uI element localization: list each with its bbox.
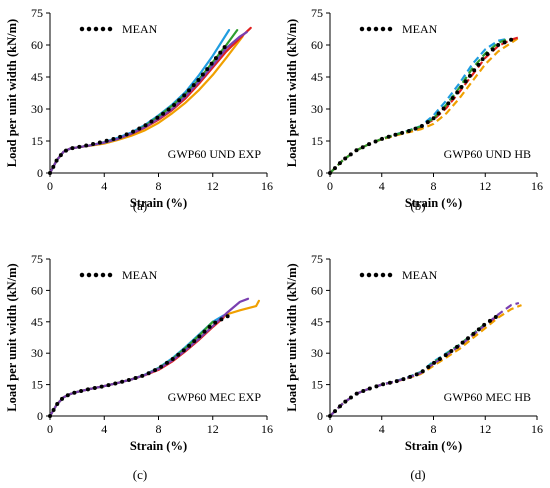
y-tick-label: 15 xyxy=(311,378,323,392)
x-tick-label: 8 xyxy=(431,179,437,193)
legend-mean-label: MEAN xyxy=(122,22,158,36)
y-axis-title: Load per unit width (kN/m) xyxy=(285,263,299,411)
y-tick-label: 15 xyxy=(311,134,323,148)
y-tick-label: 45 xyxy=(31,70,43,84)
x-tick-label: 4 xyxy=(101,179,107,193)
x-tick-label: 0 xyxy=(47,179,53,193)
y-tick-label: 0 xyxy=(317,409,323,423)
mean-series-line xyxy=(328,36,520,175)
x-tick-label: 8 xyxy=(431,422,437,436)
y-tick-label: 30 xyxy=(31,346,43,360)
x-tick-label: 12 xyxy=(479,422,491,436)
panel-annotation: GWP60 MEC HB xyxy=(444,390,531,404)
y-tick-label: 15 xyxy=(31,378,43,392)
y-tick-label: 75 xyxy=(311,6,323,20)
mean-series-line xyxy=(48,43,229,175)
mean-series-line xyxy=(328,313,501,418)
panel-caption: (d) xyxy=(410,467,425,482)
y-tick-label: 0 xyxy=(317,166,323,180)
y-tick-label: 60 xyxy=(311,283,323,297)
x-tick-label: 8 xyxy=(156,422,162,436)
panel-annotation: GWP60 MEC EXP xyxy=(168,390,262,404)
x-axis-title: Strain (%) xyxy=(405,196,462,210)
y-tick-label: 45 xyxy=(311,315,323,329)
x-tick-label: 4 xyxy=(379,422,385,436)
x-axis-title: Strain (%) xyxy=(405,439,462,453)
y-tick-label: 75 xyxy=(31,6,43,20)
panel-caption: (c) xyxy=(133,467,147,482)
chart-panel-2: 0 15 30 45 60 75 0 4 8 12 16 Strain (%) Load per uni… xyxy=(285,6,543,213)
y-tick-label: 30 xyxy=(31,102,43,116)
panel-caption: (b) xyxy=(410,198,425,213)
x-tick-label: 16 xyxy=(261,422,273,436)
panel-annotation: GWP60 UND EXP xyxy=(168,147,262,161)
y-tick-label: 60 xyxy=(31,283,43,297)
legend-mean-label: MEAN xyxy=(402,22,438,36)
y-tick-label: 60 xyxy=(31,38,43,52)
x-tick-label: 12 xyxy=(479,179,491,193)
y-axis-title: Load per unit width (kN/m) xyxy=(285,19,299,167)
x-tick-label: 12 xyxy=(207,422,219,436)
x-axis-title: Strain (%) xyxy=(130,439,187,453)
x-tick-label: 0 xyxy=(327,179,333,193)
y-tick-label: 60 xyxy=(311,38,323,52)
legend-mean-label: MEAN xyxy=(122,268,158,282)
x-tick-label: 16 xyxy=(531,179,543,193)
x-tick-label: 16 xyxy=(261,179,273,193)
y-axis-title: Load per unit width (kN/m) xyxy=(5,19,19,167)
x-axis-title: Strain (%) xyxy=(130,196,187,210)
y-tick-label: 0 xyxy=(37,166,43,180)
y-tick-label: 75 xyxy=(31,252,43,266)
y-tick-label: 45 xyxy=(311,70,323,84)
x-tick-label: 4 xyxy=(101,422,107,436)
chart-panel-3: 0 15 30 45 60 75 0 4 8 12 16 Strain (%) Load per uni… xyxy=(5,252,273,482)
y-tick-label: 30 xyxy=(311,102,323,116)
panel-caption: (a) xyxy=(133,198,147,213)
x-tick-label: 8 xyxy=(156,179,162,193)
legend-mean-label: MEAN xyxy=(402,268,438,282)
x-tick-label: 16 xyxy=(531,422,543,436)
y-tick-label: 15 xyxy=(31,134,43,148)
mean-series-line xyxy=(48,313,231,418)
x-tick-label: 0 xyxy=(47,422,53,436)
y-tick-label: 75 xyxy=(311,252,323,266)
y-axis-title: Load per unit width (kN/m) xyxy=(5,263,19,411)
x-tick-label: 12 xyxy=(207,179,219,193)
y-tick-label: 45 xyxy=(31,315,43,329)
chart-panel-1: 0 15 30 45 60 75 0 4 8 12 16 Strain (%) Load per uni… xyxy=(5,6,273,213)
panel-annotation: GWP60 UND HB xyxy=(444,147,531,161)
specimen-series-line-5 xyxy=(48,31,248,175)
chart-panel-4: 0 15 30 45 60 75 0 4 8 12 16 Strain (%) Load per uni… xyxy=(285,252,543,482)
x-tick-label: 0 xyxy=(327,422,333,436)
y-tick-label: 0 xyxy=(37,409,43,423)
y-tick-label: 30 xyxy=(311,346,323,360)
x-tick-label: 4 xyxy=(379,179,385,193)
